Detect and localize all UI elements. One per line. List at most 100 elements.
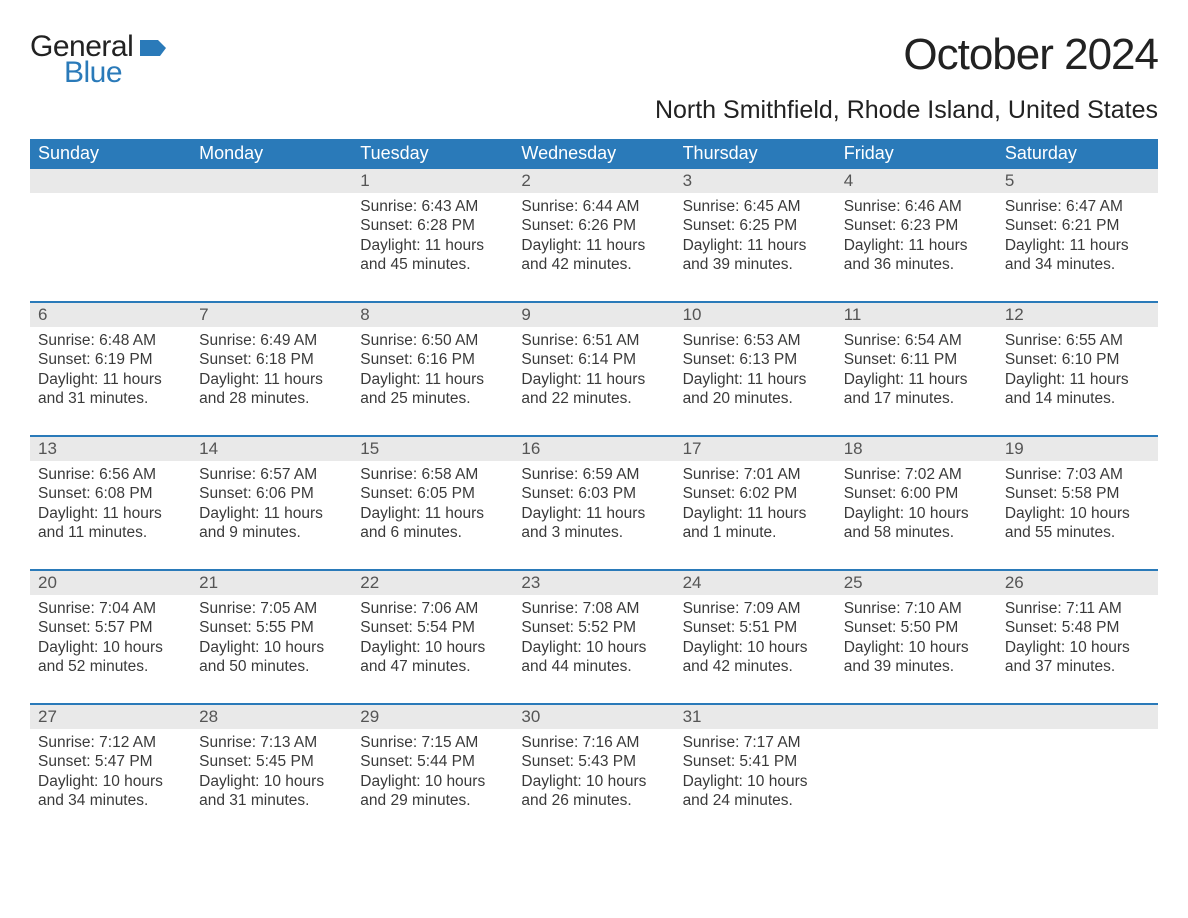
sunset-line: Sunset: 5:51 PM bbox=[683, 618, 828, 637]
weekday-header: Saturday bbox=[997, 139, 1158, 169]
calendar-cell: 9Sunrise: 6:51 AMSunset: 6:14 PMDaylight… bbox=[513, 302, 674, 436]
day-data: Sunrise: 6:44 AMSunset: 6:26 PMDaylight:… bbox=[513, 193, 674, 301]
sunset-line: Sunset: 5:55 PM bbox=[199, 618, 344, 637]
sunrise-line: Sunrise: 6:44 AM bbox=[521, 197, 666, 216]
daylight-line: Daylight: 10 hours and 58 minutes. bbox=[844, 504, 989, 543]
calendar-cell: 28Sunrise: 7:13 AMSunset: 5:45 PMDayligh… bbox=[191, 704, 352, 837]
day-data: Sunrise: 6:48 AMSunset: 6:19 PMDaylight:… bbox=[30, 327, 191, 435]
calendar-cell: 10Sunrise: 6:53 AMSunset: 6:13 PMDayligh… bbox=[675, 302, 836, 436]
daylight-line: Daylight: 11 hours and 45 minutes. bbox=[360, 236, 505, 275]
day-data: Sunrise: 6:55 AMSunset: 6:10 PMDaylight:… bbox=[997, 327, 1158, 435]
weekday-header: Friday bbox=[836, 139, 997, 169]
daylight-line: Daylight: 11 hours and 3 minutes. bbox=[521, 504, 666, 543]
sunset-line: Sunset: 6:19 PM bbox=[38, 350, 183, 369]
sunrise-line: Sunrise: 7:12 AM bbox=[38, 733, 183, 752]
day-data: Sunrise: 7:09 AMSunset: 5:51 PMDaylight:… bbox=[675, 595, 836, 703]
calendar-week: 13Sunrise: 6:56 AMSunset: 6:08 PMDayligh… bbox=[30, 436, 1158, 570]
daylight-line: Daylight: 11 hours and 22 minutes. bbox=[521, 370, 666, 409]
sunset-line: Sunset: 6:23 PM bbox=[844, 216, 989, 235]
sunrise-line: Sunrise: 7:02 AM bbox=[844, 465, 989, 484]
calendar-cell: 22Sunrise: 7:06 AMSunset: 5:54 PMDayligh… bbox=[352, 570, 513, 704]
day-data-empty bbox=[30, 193, 191, 301]
day-number: 22 bbox=[352, 571, 513, 595]
sunset-line: Sunset: 6:00 PM bbox=[844, 484, 989, 503]
day-number: 10 bbox=[675, 303, 836, 327]
day-data: Sunrise: 7:11 AMSunset: 5:48 PMDaylight:… bbox=[997, 595, 1158, 703]
sunset-line: Sunset: 6:05 PM bbox=[360, 484, 505, 503]
daylight-line: Daylight: 10 hours and 55 minutes. bbox=[1005, 504, 1150, 543]
day-number-empty bbox=[30, 169, 191, 193]
weekday-header: Tuesday bbox=[352, 139, 513, 169]
day-data: Sunrise: 6:49 AMSunset: 6:18 PMDaylight:… bbox=[191, 327, 352, 435]
calendar-cell: 18 Sunrise: 7:02 AMSunset: 6:00 PMDayligh… bbox=[836, 436, 997, 570]
day-data: Sunrise: 7:12 AMSunset: 5:47 PMDaylight:… bbox=[30, 729, 191, 837]
day-data: Sunrise: 6:54 AMSunset: 6:11 PMDaylight:… bbox=[836, 327, 997, 435]
day-data: Sunrise: 6:56 AMSunset: 6:08 PMDaylight:… bbox=[30, 461, 191, 569]
day-number: 18 bbox=[836, 437, 997, 461]
day-number: 3 bbox=[675, 169, 836, 193]
calendar-cell: 26Sunrise: 7:11 AMSunset: 5:48 PMDayligh… bbox=[997, 570, 1158, 704]
daylight-line: Daylight: 10 hours and 39 minutes. bbox=[844, 638, 989, 677]
sunset-line: Sunset: 5:52 PM bbox=[521, 618, 666, 637]
day-number: 27 bbox=[30, 705, 191, 729]
day-data: Sunrise: 6:57 AMSunset: 6:06 PMDaylight:… bbox=[191, 461, 352, 569]
daylight-line: Daylight: 10 hours and 50 minutes. bbox=[199, 638, 344, 677]
sunrise-line: Sunrise: 6:54 AM bbox=[844, 331, 989, 350]
day-number: 8 bbox=[352, 303, 513, 327]
daylight-line: Daylight: 10 hours and 24 minutes. bbox=[683, 772, 828, 811]
sunrise-line: Sunrise: 6:43 AM bbox=[360, 197, 505, 216]
day-data: Sunrise: 7:03 AMSunset: 5:58 PMDaylight:… bbox=[997, 461, 1158, 569]
daylight-line: Daylight: 11 hours and 6 minutes. bbox=[360, 504, 505, 543]
day-data: Sunrise: 7:01 AMSunset: 6:02 PMDaylight:… bbox=[675, 461, 836, 569]
calendar-body: 1Sunrise: 6:43 AMSunset: 6:28 PMDaylight… bbox=[30, 169, 1158, 837]
daylight-line: Daylight: 11 hours and 36 minutes. bbox=[844, 236, 989, 275]
sunrise-line: Sunrise: 6:50 AM bbox=[360, 331, 505, 350]
daylight-line: Daylight: 11 hours and 42 minutes. bbox=[521, 236, 666, 275]
calendar-cell: 8Sunrise: 6:50 AMSunset: 6:16 PMDaylight… bbox=[352, 302, 513, 436]
calendar-cell: 3Sunrise: 6:45 AMSunset: 6:25 PMDaylight… bbox=[675, 169, 836, 302]
sunset-line: Sunset: 6:25 PM bbox=[683, 216, 828, 235]
sunrise-line: Sunrise: 7:05 AM bbox=[199, 599, 344, 618]
day-number: 23 bbox=[513, 571, 674, 595]
calendar-cell: 12Sunrise: 6:55 AMSunset: 6:10 PMDayligh… bbox=[997, 302, 1158, 436]
calendar-cell: 13Sunrise: 6:56 AMSunset: 6:08 PMDayligh… bbox=[30, 436, 191, 570]
flag-icon bbox=[140, 36, 166, 56]
daylight-line: Daylight: 10 hours and 44 minutes. bbox=[521, 638, 666, 677]
sunset-line: Sunset: 5:44 PM bbox=[360, 752, 505, 771]
calendar-cell: 15Sunrise: 6:58 AMSunset: 6:05 PMDayligh… bbox=[352, 436, 513, 570]
day-number: 6 bbox=[30, 303, 191, 327]
calendar-week: 27Sunrise: 7:12 AMSunset: 5:47 PMDayligh… bbox=[30, 704, 1158, 837]
sunrise-line: Sunrise: 7:03 AM bbox=[1005, 465, 1150, 484]
day-number: 28 bbox=[191, 705, 352, 729]
sunset-line: Sunset: 6:14 PM bbox=[521, 350, 666, 369]
sunset-line: Sunset: 6:06 PM bbox=[199, 484, 344, 503]
weekday-header: Monday bbox=[191, 139, 352, 169]
day-number-empty bbox=[191, 169, 352, 193]
sunset-line: Sunset: 5:58 PM bbox=[1005, 484, 1150, 503]
day-number: 13 bbox=[30, 437, 191, 461]
day-number: 16 bbox=[513, 437, 674, 461]
day-number: 4 bbox=[836, 169, 997, 193]
day-number: 14 bbox=[191, 437, 352, 461]
sunset-line: Sunset: 5:54 PM bbox=[360, 618, 505, 637]
sunset-line: Sunset: 6:16 PM bbox=[360, 350, 505, 369]
day-number: 24 bbox=[675, 571, 836, 595]
day-number: 9 bbox=[513, 303, 674, 327]
calendar-cell: 24Sunrise: 7:09 AMSunset: 5:51 PMDayligh… bbox=[675, 570, 836, 704]
weekday-header: Thursday bbox=[675, 139, 836, 169]
daylight-line: Daylight: 11 hours and 20 minutes. bbox=[683, 370, 828, 409]
day-data-empty bbox=[836, 729, 997, 837]
calendar-cell: 4Sunrise: 6:46 AMSunset: 6:23 PMDaylight… bbox=[836, 169, 997, 302]
calendar-table: SundayMondayTuesdayWednesdayThursdayFrid… bbox=[30, 139, 1158, 837]
header: General Blue October 2024 bbox=[30, 30, 1158, 90]
day-data: Sunrise: 6:46 AMSunset: 6:23 PMDaylight:… bbox=[836, 193, 997, 301]
day-data-empty bbox=[997, 729, 1158, 837]
day-data: Sunrise: 6:45 AMSunset: 6:25 PMDaylight:… bbox=[675, 193, 836, 301]
day-number: 31 bbox=[675, 705, 836, 729]
daylight-line: Daylight: 10 hours and 37 minutes. bbox=[1005, 638, 1150, 677]
calendar-cell: 19Sunrise: 7:03 AMSunset: 5:58 PMDayligh… bbox=[997, 436, 1158, 570]
sunrise-line: Sunrise: 7:16 AM bbox=[521, 733, 666, 752]
sunrise-line: Sunrise: 7:17 AM bbox=[683, 733, 828, 752]
calendar-cell: 14Sunrise: 6:57 AMSunset: 6:06 PMDayligh… bbox=[191, 436, 352, 570]
sunrise-line: Sunrise: 7:15 AM bbox=[360, 733, 505, 752]
